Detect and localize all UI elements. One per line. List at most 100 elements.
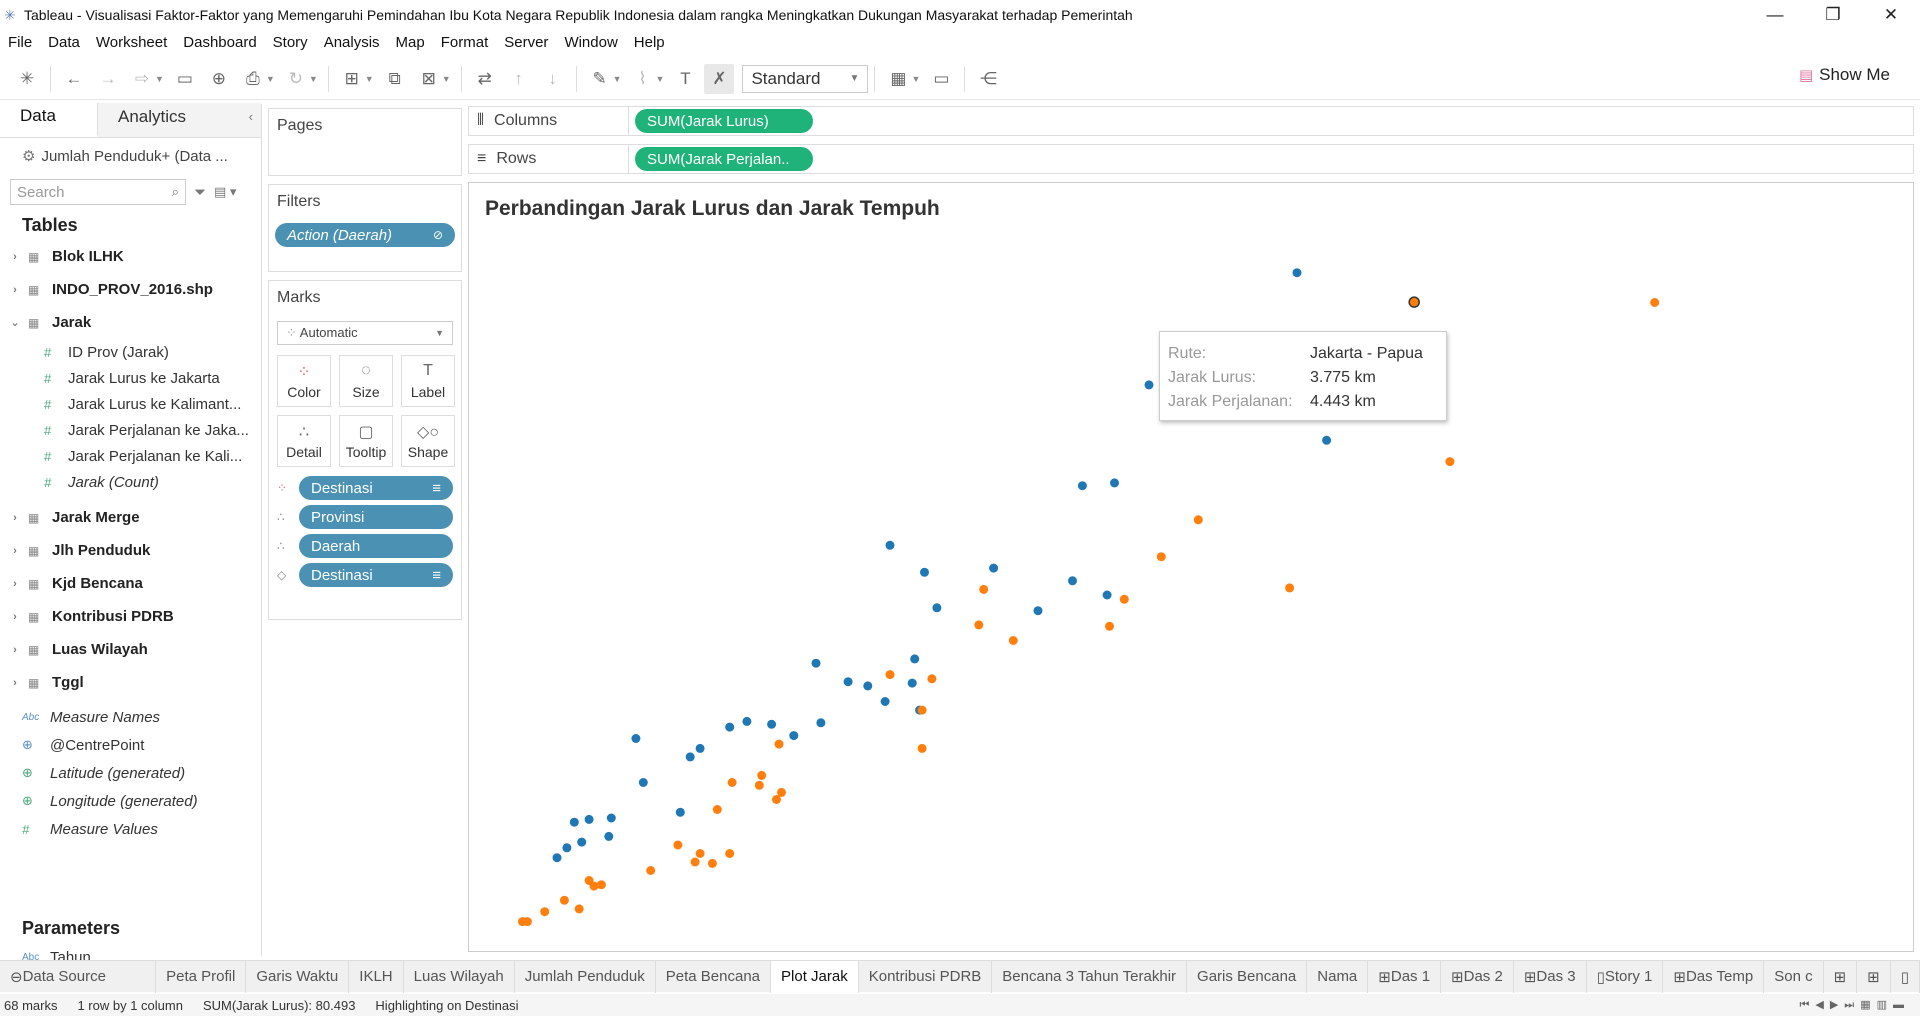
field-item[interactable]: # Jarak Lurus ke Kalimant... <box>0 391 261 417</box>
sheet-tab[interactable]: Jumlah Penduduk <box>515 960 656 993</box>
swap-axes-icon[interactable]: ⇄ <box>477 68 492 88</box>
new-story-icon[interactable]: ▯ <box>1891 960 1920 993</box>
scatter-plot[interactable] <box>469 183 1913 951</box>
scatter-point-orange[interactable] <box>974 620 984 630</box>
field-item[interactable]: ⊕ @CentrePoint <box>0 731 261 759</box>
scatter-point-orange[interactable] <box>1193 515 1203 525</box>
scatter-point-blue[interactable] <box>631 734 641 743</box>
sheet-tab[interactable]: ⊞ Das 2 <box>1441 960 1514 993</box>
refresh-icon[interactable]: ↻ <box>288 68 303 88</box>
scatter-point-orange[interactable] <box>707 858 717 868</box>
scatter-point-orange[interactable] <box>540 907 550 917</box>
scatter-point-highlighted[interactable] <box>1408 296 1420 308</box>
search-input[interactable]: Search ⌕ <box>10 179 186 205</box>
table-item[interactable]: › ▦ Kontribusi PDRB <box>0 600 261 633</box>
close-icon[interactable]: ✕ <box>1883 5 1899 24</box>
detail-button[interactable]: ∴ Detail <box>277 415 331 467</box>
scatter-point-orange[interactable] <box>1119 594 1129 604</box>
expand-icon[interactable]: › <box>13 643 17 656</box>
scatter-point-orange[interactable] <box>927 674 937 684</box>
pages-card[interactable]: Pages <box>268 108 462 176</box>
scatter-point-blue[interactable] <box>1102 590 1112 600</box>
scatter-point-blue[interactable] <box>1292 268 1302 278</box>
field-item[interactable]: # Jarak (Count) <box>0 469 261 495</box>
sheet-tab[interactable]: ⊞ Das 3 <box>1514 960 1587 993</box>
scatter-point-blue[interactable] <box>604 831 614 841</box>
rows-pill[interactable]: SUM(Jarak Perjalan.. <box>635 147 813 171</box>
scatter-point-orange[interactable] <box>690 857 700 867</box>
scatter-point-orange[interactable] <box>1105 621 1114 631</box>
scatter-point-orange[interactable] <box>979 584 989 594</box>
scatter-point-blue[interactable] <box>1033 606 1043 616</box>
sheet-tab[interactable]: Peta Profil <box>156 960 247 993</box>
scatter-point-orange[interactable] <box>646 866 656 875</box>
scatter-point-orange[interactable] <box>885 670 895 680</box>
pause-updates-icon[interactable]: ⎙ <box>246 68 260 88</box>
scatter-point-orange[interactable] <box>1008 636 1018 645</box>
tab-analytics[interactable]: Analytics <box>98 103 249 137</box>
save-icon[interactable]: ▭ <box>176 68 193 88</box>
scatter-point-blue[interactable] <box>880 697 890 706</box>
rows-shelf[interactable]: ≡ Rows SUM(Jarak Perjalan.. <box>468 144 1914 174</box>
size-button[interactable]: ◌ Size <box>339 355 393 407</box>
scatter-point-blue[interactable] <box>725 722 735 732</box>
scatter-point-blue[interactable] <box>1144 380 1154 390</box>
tableau-home-icon[interactable]: ✳ <box>19 68 35 88</box>
presentation-mode-icon[interactable]: ▭ <box>933 68 950 88</box>
table-item[interactable]: › ▦ Kjd Bencana <box>0 567 261 600</box>
menu-server[interactable]: Server <box>504 33 549 51</box>
scatter-point-orange[interactable] <box>1445 457 1455 467</box>
menu-format[interactable]: Format <box>440 33 489 51</box>
tab-data-source[interactable]: ⊖ Data Source <box>0 960 157 993</box>
expand-icon[interactable]: › <box>13 283 17 296</box>
sheet-tab[interactable]: Plot Jarak <box>771 960 859 993</box>
field-item[interactable]: # Jarak Perjalanan ke Jaka... <box>0 417 261 443</box>
menu-window[interactable]: Window <box>564 33 618 51</box>
share-icon[interactable]: ⋲ <box>979 68 997 88</box>
label-button[interactable]: T Label <box>401 355 455 407</box>
table-item[interactable]: ⌄ ▦ Jarak <box>0 306 261 339</box>
table-item[interactable]: › ▦ Jlh Penduduk <box>0 534 261 567</box>
scatter-point-orange[interactable] <box>596 880 606 890</box>
field-item[interactable]: ⊕ Latitude (generated) <box>0 759 261 787</box>
scatter-point-orange[interactable] <box>559 895 569 905</box>
table-item[interactable]: › ▦ Luas Wilayah <box>0 633 261 666</box>
field-item[interactable]: # Jarak Perjalanan ke Kali... <box>0 443 261 469</box>
expand-icon[interactable]: › <box>13 250 17 263</box>
expand-icon[interactable]: › <box>13 676 17 689</box>
fit-select[interactable]: Standard ▼ <box>742 64 869 93</box>
new-worksheet-icon[interactable]: ⊞ <box>344 68 359 88</box>
new-datasource-icon[interactable]: ⊕ <box>211 68 227 88</box>
menu-dashboard[interactable]: Dashboard <box>183 33 257 51</box>
scatter-point-blue[interactable] <box>675 807 685 817</box>
sheet-tab[interactable]: Bencana 3 Tahun Terakhir <box>992 960 1188 993</box>
scatter-point-orange[interactable] <box>1156 552 1166 562</box>
field-item[interactable]: # Jarak Lurus ke Jakarta <box>0 365 261 391</box>
scatter-point-orange[interactable] <box>754 780 764 790</box>
menu-analysis[interactable]: Analysis <box>323 33 380 51</box>
sheet-tab[interactable]: ⊞ Das 1 <box>1368 960 1442 993</box>
scatter-point-orange[interactable] <box>712 805 722 814</box>
scatter-point-blue[interactable] <box>1110 478 1119 488</box>
tab-data[interactable]: Data <box>0 103 98 137</box>
scatter-point-blue[interactable] <box>1077 481 1087 491</box>
shape-button[interactable]: ◇○ Shape <box>401 415 455 467</box>
scatter-point-blue[interactable] <box>767 719 777 729</box>
scatter-point-blue[interactable] <box>569 817 579 827</box>
mark-pill-provinsi[interactable]: Provinsi <box>299 505 453 529</box>
restore-icon[interactable]: ❐ <box>1825 5 1841 24</box>
expand-icon[interactable]: › <box>13 544 17 557</box>
collapse-pane-icon[interactable]: ‹ <box>248 103 261 137</box>
sheet-tab[interactable]: ▯ Story 1 <box>1587 960 1664 993</box>
sheet-tab[interactable]: Peta Bencana <box>656 960 772 993</box>
scatter-point-blue[interactable] <box>885 540 895 550</box>
replay-icon[interactable]: ⇨ <box>134 68 150 88</box>
sheet-tab[interactable]: Garis Bencana <box>1187 960 1308 993</box>
mark-pill-daerah[interactable]: Daerah <box>299 534 453 558</box>
scatter-point-blue[interactable] <box>920 567 929 577</box>
scatter-point-orange[interactable] <box>695 849 705 858</box>
scatter-point-blue[interactable] <box>910 654 920 664</box>
menu-worksheet[interactable]: Worksheet <box>95 33 168 51</box>
mark-pill-destinasi-color[interactable]: Destinasi ≡ <box>299 476 453 500</box>
scatter-point-orange[interactable] <box>1285 583 1295 593</box>
